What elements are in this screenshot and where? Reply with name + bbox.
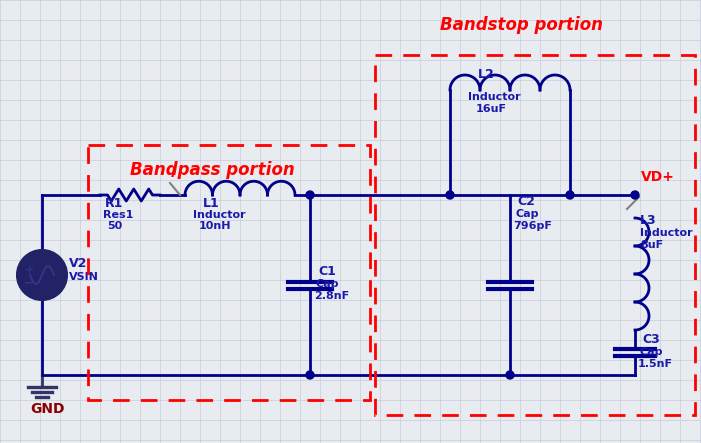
Text: −: − <box>24 276 34 289</box>
Text: 8uF: 8uF <box>640 240 663 250</box>
Text: 50: 50 <box>107 221 122 231</box>
Text: 1.5nF: 1.5nF <box>638 359 673 369</box>
Text: 796pF: 796pF <box>513 221 552 231</box>
Text: 2.8nF: 2.8nF <box>314 291 349 301</box>
Text: L1: L1 <box>203 197 219 210</box>
Text: Bandstop portion: Bandstop portion <box>440 16 603 34</box>
Text: Inductor: Inductor <box>640 228 693 238</box>
Text: 16uF: 16uF <box>476 104 507 114</box>
Circle shape <box>446 191 454 199</box>
Text: Bandpass portion: Bandpass portion <box>130 161 294 179</box>
Text: C2: C2 <box>517 195 535 208</box>
Text: Res1: Res1 <box>103 210 133 220</box>
Text: Cap: Cap <box>316 279 339 289</box>
Circle shape <box>17 250 67 300</box>
Text: R1: R1 <box>105 197 123 210</box>
Text: Cap: Cap <box>640 347 664 357</box>
Text: L2: L2 <box>478 68 495 81</box>
Text: Cap: Cap <box>515 209 538 219</box>
Text: I: I <box>171 167 176 180</box>
Text: Inductor: Inductor <box>468 92 521 102</box>
Circle shape <box>631 191 639 199</box>
Circle shape <box>506 371 514 379</box>
Circle shape <box>306 371 314 379</box>
Text: V2: V2 <box>69 257 88 270</box>
Text: 10nH: 10nH <box>199 221 231 231</box>
Text: VSIN: VSIN <box>69 272 99 282</box>
Text: +: + <box>25 265 34 275</box>
Text: L3: L3 <box>640 214 657 227</box>
Text: GND: GND <box>30 402 64 416</box>
Text: VD+: VD+ <box>641 170 675 184</box>
Text: Inductor: Inductor <box>193 210 245 220</box>
Circle shape <box>566 191 574 199</box>
Text: C3: C3 <box>642 333 660 346</box>
Circle shape <box>306 191 314 199</box>
Text: C1: C1 <box>318 265 336 278</box>
